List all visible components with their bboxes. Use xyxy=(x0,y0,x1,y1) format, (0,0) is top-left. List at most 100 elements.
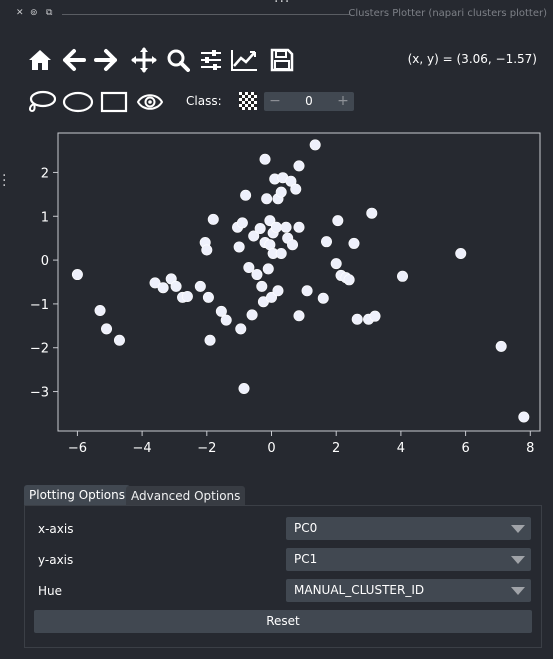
x-tick-label: −4 xyxy=(133,441,152,456)
data-point xyxy=(149,277,161,289)
rectangle-select-icon[interactable] xyxy=(99,88,129,116)
back-arrow-icon[interactable] xyxy=(60,46,88,74)
chevron-down-icon xyxy=(511,587,525,595)
y-tick-label: −1 xyxy=(30,298,49,313)
data-point xyxy=(262,263,274,275)
data-point xyxy=(157,282,169,294)
cursor-coordinates: (x, y) = (3.06, −1.57) xyxy=(407,52,537,66)
scatter-plot[interactable]: −6 −4 −2 0 2 4 6 8 −3 −2 −1 0 1 2 xyxy=(0,120,553,465)
data-point xyxy=(220,314,232,326)
tab-plotting-options[interactable]: Plotting Options xyxy=(24,485,130,505)
data-point xyxy=(215,305,227,317)
forward-arrow-icon[interactable] xyxy=(92,46,120,74)
data-point xyxy=(332,215,344,227)
data-point xyxy=(317,292,329,304)
reset-button[interactable]: Reset xyxy=(34,610,532,633)
data-point xyxy=(343,274,355,286)
data-point xyxy=(259,153,271,165)
class-label: Class: xyxy=(186,94,222,108)
x-tick-label: 2 xyxy=(332,441,340,456)
x-axis-label: x-axis xyxy=(38,522,74,536)
drag-handle-icon[interactable]: ··· xyxy=(274,0,291,10)
x-tick-label: 8 xyxy=(526,441,534,456)
y-tick-label: 0 xyxy=(41,254,49,269)
title-bar-divider xyxy=(62,14,350,15)
data-point xyxy=(351,313,363,325)
restore-icon[interactable]: ⧉ xyxy=(46,8,53,18)
y-tick-label: −3 xyxy=(30,386,49,401)
window-title: Clusters Plotter (napari clusters plotte… xyxy=(348,8,547,19)
data-point xyxy=(238,382,250,394)
data-point xyxy=(320,236,332,248)
float-icon[interactable]: ⊚ xyxy=(30,8,38,18)
eye-icon[interactable] xyxy=(136,88,164,116)
zoom-icon[interactable] xyxy=(164,46,192,74)
pan-icon[interactable] xyxy=(130,46,158,74)
data-point xyxy=(293,160,305,172)
y-axis-select[interactable]: PC1 xyxy=(286,548,531,571)
decrement-button[interactable]: − xyxy=(269,93,281,109)
y-tick-label: 2 xyxy=(41,166,49,181)
data-point xyxy=(272,285,284,297)
data-point xyxy=(330,258,342,270)
data-point xyxy=(201,244,213,256)
data-point xyxy=(113,334,125,346)
data-point xyxy=(309,139,321,151)
x-tick-label: 6 xyxy=(461,441,469,456)
close-icon[interactable]: ✕ xyxy=(16,8,24,18)
data-point xyxy=(287,239,299,251)
data-point xyxy=(204,334,216,346)
lasso-icon[interactable] xyxy=(26,88,56,116)
data-point xyxy=(243,262,255,274)
data-point xyxy=(233,241,245,253)
x-tick-label: 4 xyxy=(397,441,405,456)
x-tick-label: 0 xyxy=(267,441,275,456)
data-point xyxy=(71,269,83,281)
data-point xyxy=(366,207,378,219)
edit-axis-icon[interactable] xyxy=(229,46,259,74)
data-point xyxy=(280,221,292,233)
data-point xyxy=(275,248,287,260)
data-point xyxy=(261,193,273,205)
increment-button[interactable]: + xyxy=(337,93,349,109)
class-spinbox[interactable]: − 0 + xyxy=(264,92,354,111)
home-icon[interactable] xyxy=(26,46,54,74)
hue-select[interactable]: MANUAL_CLUSTER_ID xyxy=(286,579,531,602)
hue-label: Hue xyxy=(38,584,63,598)
y-axis-label: y-axis xyxy=(38,553,74,567)
x-axis-select[interactable]: PC0 xyxy=(286,517,531,540)
plot-frame xyxy=(57,132,541,432)
data-point xyxy=(101,323,113,335)
data-point xyxy=(240,189,252,201)
tab-advanced-options[interactable]: Advanced Options xyxy=(126,486,246,505)
data-point xyxy=(369,310,381,322)
class-value[interactable]: 0 xyxy=(305,94,313,108)
data-point xyxy=(194,280,206,292)
y-tick-label: −2 xyxy=(30,342,49,357)
data-point xyxy=(290,183,302,195)
configure-subplots-icon[interactable] xyxy=(197,46,225,74)
data-point xyxy=(266,291,278,303)
y-tick-label: 1 xyxy=(41,210,49,225)
data-point xyxy=(248,230,260,242)
data-point xyxy=(202,291,214,303)
data-point xyxy=(246,309,258,321)
data-point xyxy=(170,280,182,292)
chevron-down-icon xyxy=(511,525,525,533)
ellipse-select-icon[interactable] xyxy=(62,88,94,116)
title-bar: ✕ ⊚ ⧉ ··· Clusters Plotter (napari clust… xyxy=(0,0,553,28)
data-point xyxy=(285,175,297,187)
side-drag-handle-icon[interactable]: · · · xyxy=(2,168,7,194)
data-point xyxy=(518,411,530,423)
hue-value: MANUAL_CLUSTER_ID xyxy=(294,583,425,597)
data-point xyxy=(293,310,305,322)
data-point xyxy=(301,285,313,297)
data-point xyxy=(207,213,219,225)
data-point xyxy=(293,221,305,233)
data-point xyxy=(275,186,287,198)
data-point xyxy=(397,270,409,282)
data-point xyxy=(348,237,360,249)
save-icon[interactable] xyxy=(268,46,296,74)
x-tick-label: −2 xyxy=(197,441,216,456)
data-point xyxy=(235,323,247,335)
